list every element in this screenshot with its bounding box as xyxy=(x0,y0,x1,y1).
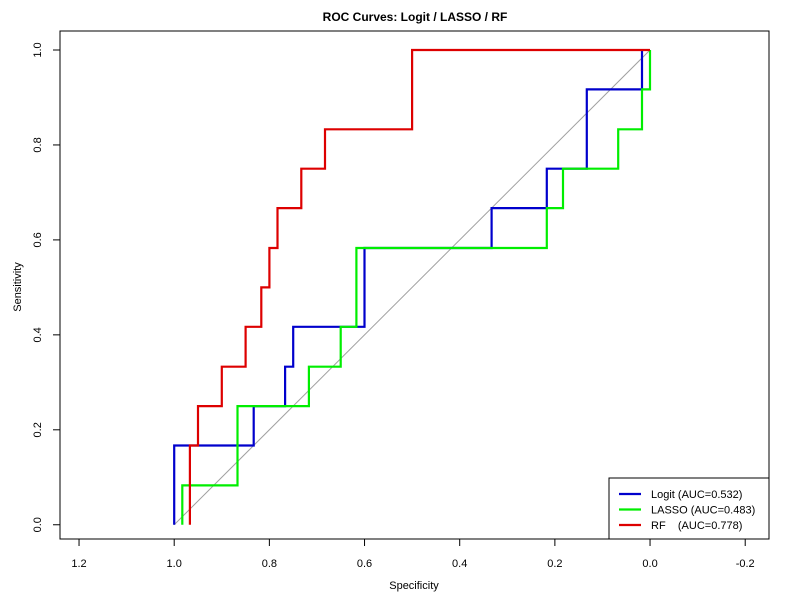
y-axis-label: Sensitivity xyxy=(12,262,24,312)
y-tick-label: 0.4 xyxy=(32,327,44,342)
y-tick-label: 0.0 xyxy=(32,517,44,532)
y-axis: 0.0 0.2 0.4 0.6 0.8 1.0 xyxy=(32,42,61,532)
legend-label-0: Logit (AUC=0.532) xyxy=(651,489,742,501)
x-tick-label: 0.6 xyxy=(357,558,372,570)
x-axis: 1.2 1.0 0.8 0.6 0.4 0.2 0.0 -0.2 xyxy=(71,538,755,570)
series-line-0 xyxy=(173,50,644,525)
x-tick-label: -0.2 xyxy=(736,558,755,570)
series-line-2 xyxy=(188,48,650,525)
x-tick-label: 0.2 xyxy=(547,558,562,570)
x-tick-label: 0.8 xyxy=(262,558,277,570)
y-tick-label: 0.2 xyxy=(32,422,44,437)
legend: Logit (AUC=0.532) LASSO (AUC=0.483) RF (AU… xyxy=(608,477,770,540)
y-tick-label: 0.6 xyxy=(32,232,44,247)
x-tick-label: 1.2 xyxy=(71,558,86,570)
series-line-1 xyxy=(181,50,652,525)
series-layer xyxy=(173,48,652,525)
legend-label-1: LASSO (AUC=0.483) xyxy=(651,505,755,517)
y-tick-label: 0.8 xyxy=(32,137,44,152)
x-tick-label: 0.0 xyxy=(642,558,657,570)
y-tick-label: 1.0 xyxy=(32,42,44,57)
chart-title: ROC Curves: Logit / LASSO / RF xyxy=(323,10,508,24)
x-tick-label: 0.4 xyxy=(452,558,467,570)
x-axis-label: Specificity xyxy=(389,580,439,592)
x-tick-label: 1.0 xyxy=(167,558,182,570)
legend-label-2: RF (AUC=0.778) xyxy=(651,520,742,532)
